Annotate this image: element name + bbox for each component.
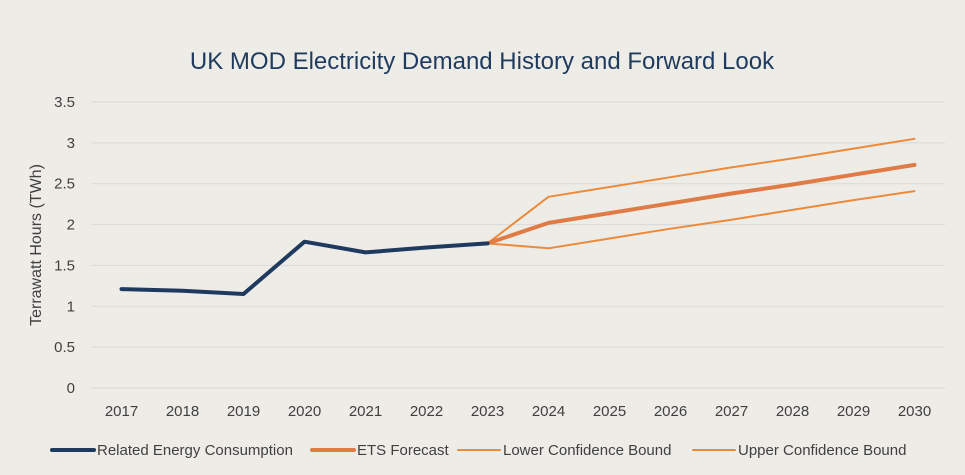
series-lines [119, 137, 917, 296]
series-line-lower-confidence-bound [486, 190, 916, 250]
legend-label: Related Energy Consumption [97, 442, 293, 459]
y-tick-label: 1 [67, 298, 75, 315]
x-tick-label: 2024 [532, 403, 565, 420]
x-tick-label: 2017 [105, 403, 138, 420]
legend-label: Lower Confidence Bound [503, 442, 671, 459]
legend: Related Energy Consumption ETS Forecast Lo… [50, 442, 906, 459]
x-tick-label: 2025 [593, 403, 626, 420]
x-axis-ticks: 2017 2018 2019 2020 2021 2022 2023 2024 2025 2026… [105, 403, 931, 420]
x-tick-label: 2023 [471, 403, 504, 420]
legend-label: Upper Confidence Bound [738, 442, 906, 459]
y-tick-label: 0.5 [54, 339, 75, 356]
x-tick-label: 2018 [166, 403, 199, 420]
series-line-related-energy-consumption [119, 239, 490, 296]
chart-title: UK MOD Electricity Demand History and Fo… [190, 48, 775, 75]
y-tick-label: 0 [67, 380, 75, 397]
series-line-ets-forecast [485, 162, 917, 246]
x-tick-label: 2027 [715, 403, 748, 420]
y-tick-label: 2.5 [54, 176, 75, 193]
y-tick-label: 2 [67, 217, 75, 234]
x-tick-label: 2028 [776, 403, 809, 420]
x-tick-label: 2030 [898, 403, 931, 420]
x-tick-label: 2020 [288, 403, 321, 420]
series-line-upper-confidence-bound [486, 137, 916, 245]
x-tick-label: 2019 [227, 403, 260, 420]
x-tick-label: 2026 [654, 403, 687, 420]
y-tick-label: 3 [67, 135, 75, 152]
y-tick-label: 1.5 [54, 257, 75, 274]
x-tick-label: 2021 [349, 403, 382, 420]
x-tick-label: 2022 [410, 403, 443, 420]
y-axis-ticks: 0 0.5 1 1.5 2 2.5 3 3.5 [54, 94, 75, 397]
gridlines [91, 101, 945, 389]
legend-label: ETS Forecast [357, 442, 450, 459]
y-tick-label: 3.5 [54, 94, 75, 111]
y-axis-label: Terrawatt Hours (TWh) [28, 164, 45, 326]
x-tick-label: 2029 [837, 403, 870, 420]
